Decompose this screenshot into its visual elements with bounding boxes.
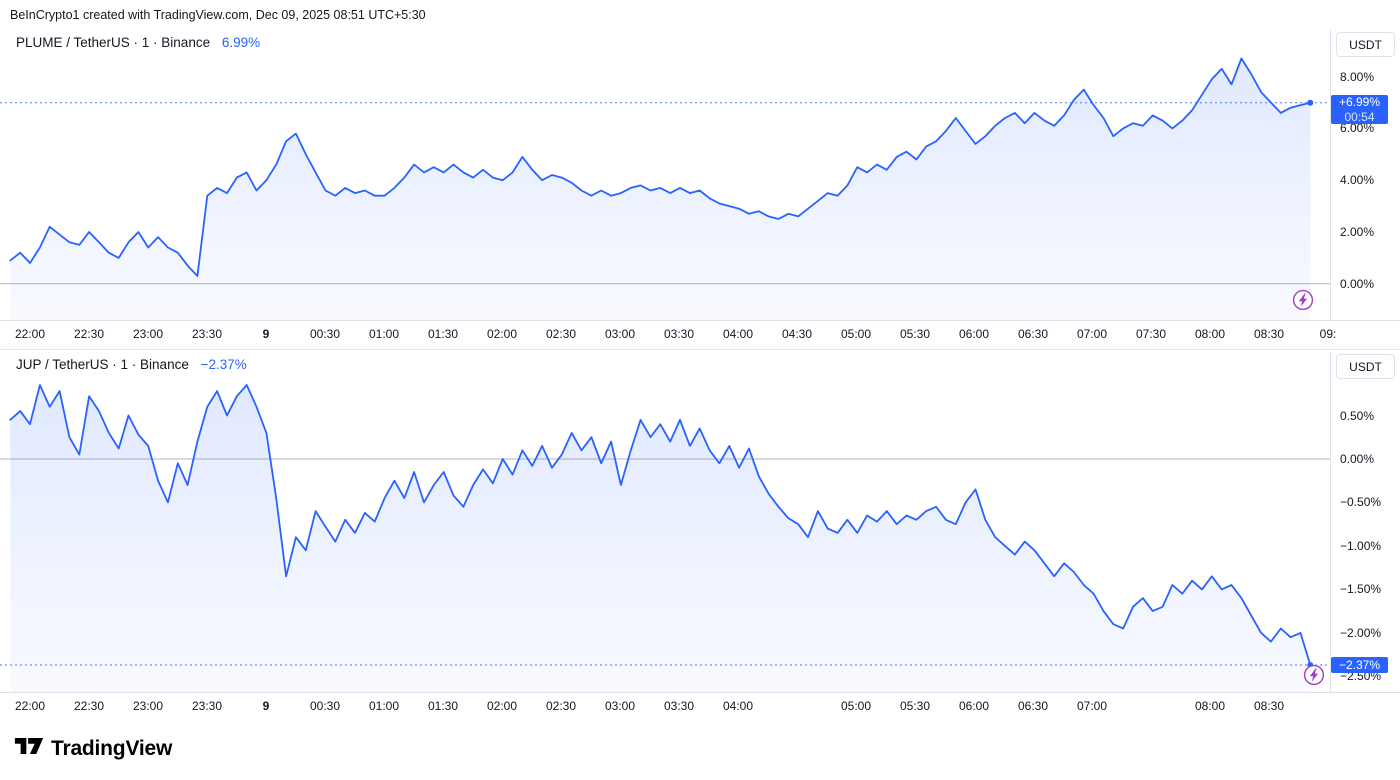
plume-last-price-badge: +6.99% 00:54 xyxy=(1331,94,1388,124)
time-axis-label: 03:30 xyxy=(663,327,695,341)
time-axis-label: 06:30 xyxy=(1017,699,1049,713)
time-axis-label: 02:00 xyxy=(486,699,518,713)
time-axis-label: 02:30 xyxy=(545,327,577,341)
time-axis-label: 08:30 xyxy=(1253,327,1285,341)
price-axis-label: 2.00% xyxy=(1340,225,1375,239)
price-axis-label: 8.00% xyxy=(1340,69,1375,84)
plume-legend[interactable]: PLUME / TetherUS · 1 · Binance 6.99% xyxy=(16,35,260,50)
time-axis-label: 06:00 xyxy=(958,327,990,341)
plume-badge-price: +6.99% xyxy=(1338,94,1381,109)
jup-last-price-badge: −2.37% xyxy=(1331,657,1388,673)
time-axis-label: 06:30 xyxy=(1017,327,1049,341)
last-price-dot xyxy=(1307,99,1314,106)
flash-boost-icon[interactable] xyxy=(1303,664,1325,686)
flash-boost-icon[interactable] xyxy=(1292,289,1314,311)
series-line xyxy=(9,384,1312,666)
pane-separator[interactable] xyxy=(0,349,1400,350)
plume-price-axis[interactable]: USDT +6.99% 00:54 8.00% 6.00% 4.00% 2.00% 0.… xyxy=(1330,30,1400,320)
price-axis-label: 0.50% xyxy=(1340,408,1375,423)
jup-area-chart xyxy=(0,384,1330,692)
attribution-text: BeInCrypto1 created with TradingView.com… xyxy=(10,8,426,22)
area-fill xyxy=(10,385,1311,692)
time-axis-label: 22:00 xyxy=(14,327,46,341)
time-axis-label: 9 xyxy=(262,699,270,713)
time-axis-label: 00:30 xyxy=(309,699,341,713)
plume-chart-area[interactable]: PLUME / TetherUS · 1 · Binance 6.99% xyxy=(0,30,1330,320)
time-axis-label: 08:30 xyxy=(1253,699,1285,713)
time-axis-label: 02:30 xyxy=(545,699,577,713)
time-axis-label: 9 xyxy=(262,327,270,341)
time-axis-label: 08:00 xyxy=(1194,699,1226,713)
price-axis-label: −1.00% xyxy=(1340,538,1382,553)
time-axis-label: 09: xyxy=(1319,327,1337,341)
chart-panel-plume: PLUME / TetherUS · 1 · Binance 6.99% USD… xyxy=(0,30,1400,346)
time-axis-label: 01:00 xyxy=(368,327,400,341)
plume-time-axis[interactable]: 22:00 22:30 23:00 23:30 9 00:30 01:00 01:30 02:0… xyxy=(0,320,1400,346)
time-axis-label: 03:30 xyxy=(663,699,695,713)
unit-toggle-usdt[interactable]: USDT xyxy=(1336,354,1395,379)
time-axis-label: 05:30 xyxy=(899,327,931,341)
price-axis-label: 0.00% xyxy=(1340,452,1375,466)
plume-change-percent: 6.99% xyxy=(221,35,261,50)
jup-chart-area[interactable]: JUP / TetherUS · 1 · Binance −2.37% xyxy=(0,352,1330,692)
plume-symbol-title: PLUME / TetherUS · 1 · Binance xyxy=(16,35,211,50)
price-axis-label: −1.50% xyxy=(1340,582,1382,597)
time-axis-label: 23:30 xyxy=(191,699,223,713)
chart-panel-jup: JUP / TetherUS · 1 · Binance −2.37% USDT… xyxy=(0,352,1400,718)
time-axis-label: 07:00 xyxy=(1076,699,1108,713)
price-axis-label: 6.00% xyxy=(1340,121,1375,136)
price-axis-label: −2.00% xyxy=(1340,625,1382,640)
time-axis-label: 04:30 xyxy=(781,327,813,341)
time-axis-label: 03:00 xyxy=(604,327,636,341)
time-axis-label: 05:00 xyxy=(840,327,872,341)
tradingview-branding[interactable]: TradingView xyxy=(14,735,172,762)
price-axis-label: −0.50% xyxy=(1340,495,1382,510)
time-axis-label: 05:30 xyxy=(899,699,931,713)
jup-price-axis[interactable]: USDT −2.37% 0.50% 0.00% −0.50% −1.00% −1.50%… xyxy=(1330,352,1400,692)
time-axis-label: 00:30 xyxy=(309,327,341,341)
area-fill xyxy=(10,58,1311,320)
unit-toggle-usdt[interactable]: USDT xyxy=(1336,32,1395,57)
time-axis-label: 05:00 xyxy=(840,699,872,713)
time-axis-label: 22:30 xyxy=(73,327,105,341)
time-axis-label: 04:00 xyxy=(722,327,754,341)
time-axis-label: 06:00 xyxy=(958,699,990,713)
time-axis-label: 01:00 xyxy=(368,699,400,713)
plume-badge-countdown: 00:54 xyxy=(1344,109,1375,124)
time-axis-label: 23:00 xyxy=(132,327,164,341)
time-axis-label: 07:00 xyxy=(1076,327,1108,341)
time-axis-label: 08:00 xyxy=(1194,327,1226,341)
time-axis-label: 01:30 xyxy=(427,699,459,713)
time-axis-label: 23:00 xyxy=(132,699,164,713)
jup-change-percent: −2.37% xyxy=(200,357,247,372)
time-axis-label: 04:00 xyxy=(722,699,754,713)
time-axis-label: 07:30 xyxy=(1135,327,1167,341)
tradingview-logo-icon[interactable] xyxy=(14,735,44,762)
time-axis-label: 22:00 xyxy=(14,699,46,713)
time-axis-label: 23:30 xyxy=(191,327,223,341)
time-axis-label: 03:00 xyxy=(604,699,636,713)
time-axis-label: 02:00 xyxy=(486,327,518,341)
jup-time-axis[interactable]: 22:00 22:30 23:00 23:30 9 00:30 01:00 01:30 02:0… xyxy=(0,692,1400,718)
jup-legend[interactable]: JUP / TetherUS · 1 · Binance −2.37% xyxy=(16,357,247,372)
jup-badge-price: −2.37% xyxy=(1338,658,1381,672)
price-axis-label: 4.00% xyxy=(1340,173,1375,188)
jup-symbol-title: JUP / TetherUS · 1 · Binance xyxy=(16,357,189,372)
tradingview-logo-text[interactable]: TradingView xyxy=(51,736,173,760)
series-line xyxy=(9,57,1312,277)
time-axis-label: 22:30 xyxy=(73,699,105,713)
price-axis-label: 0.00% xyxy=(1340,276,1375,291)
plume-area-chart xyxy=(0,57,1330,320)
time-axis-label: 01:30 xyxy=(427,327,459,341)
